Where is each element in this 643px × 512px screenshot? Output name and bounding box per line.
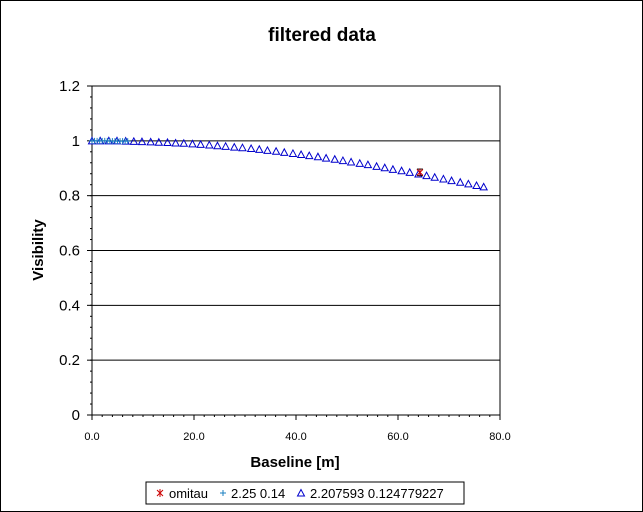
data-point	[129, 136, 139, 145]
data-point	[196, 139, 205, 148]
data-point	[346, 157, 356, 166]
x-tick-label: 20.0	[183, 431, 204, 443]
data-point	[422, 171, 431, 180]
y-tick-label: 0.6	[59, 243, 80, 260]
data-point	[479, 182, 489, 191]
data-point	[171, 138, 180, 147]
y-tick-label: 0.2	[59, 352, 80, 369]
data-point	[472, 180, 481, 190]
data-point	[204, 140, 214, 149]
y-tick-label: 0.4	[59, 297, 80, 314]
data-point	[213, 141, 222, 150]
data-point	[163, 137, 172, 146]
legend: omitau 2.25 0.14 2.207593 0.124779227	[145, 481, 465, 505]
plot-area: 0 0.2 0.4 0.6 0.8 1 1.2 0.0 20.0 40.0 60.0 80.0	[59, 78, 511, 443]
y-tick-label: 0	[72, 407, 80, 424]
legend-label: omitau	[169, 486, 208, 501]
chart-title: filtered data	[268, 25, 376, 46]
data-point	[455, 177, 465, 186]
y-tick-label: 0.8	[59, 188, 80, 205]
data-point	[464, 179, 473, 188]
data-point	[405, 167, 415, 176]
x-tick-label: 40.0	[285, 431, 306, 443]
data-point	[380, 163, 390, 172]
data-point	[221, 141, 230, 150]
x-tick-label: 60.0	[387, 431, 408, 443]
legend-box	[145, 481, 465, 505]
data-point	[263, 145, 272, 154]
data-point	[355, 158, 365, 167]
data-point	[188, 139, 197, 148]
data-point	[388, 164, 398, 173]
data-point	[179, 138, 189, 147]
legend-marker	[220, 490, 226, 496]
data-point	[229, 142, 239, 151]
data-point	[439, 174, 448, 183]
data-point	[288, 148, 298, 157]
data-point	[279, 147, 289, 156]
data-point	[363, 160, 373, 169]
data-point	[338, 156, 348, 165]
legend-marker	[156, 489, 164, 497]
data-point	[296, 149, 306, 159]
legend-marker	[296, 488, 306, 497]
data-point	[238, 143, 247, 152]
data-point	[254, 144, 264, 153]
data-point	[137, 137, 147, 146]
y-axis-title: Visibility	[30, 219, 47, 281]
data-point	[154, 137, 164, 146]
data-point	[246, 143, 256, 153]
x-tick-label: 0.0	[84, 431, 99, 443]
data-point	[304, 151, 314, 160]
data-point	[330, 154, 340, 163]
x-axis-title: Baseline [m]	[250, 454, 339, 471]
data-point	[146, 137, 155, 146]
data-point	[372, 161, 381, 170]
data-point	[397, 166, 406, 175]
data-point	[430, 172, 440, 181]
y-tick-label: 1	[72, 133, 80, 150]
data-point	[313, 152, 323, 161]
data-point	[447, 176, 456, 185]
data-point	[271, 146, 281, 155]
data-point	[321, 153, 331, 162]
data-point	[124, 138, 131, 145]
legend-label: 2.25 0.14	[231, 486, 285, 501]
x-tick-label: 80.0	[489, 431, 510, 443]
data-point	[416, 168, 424, 177]
legend-label: 2.207593 0.124779227	[310, 486, 444, 501]
y-tick-label: 1.2	[59, 78, 80, 95]
